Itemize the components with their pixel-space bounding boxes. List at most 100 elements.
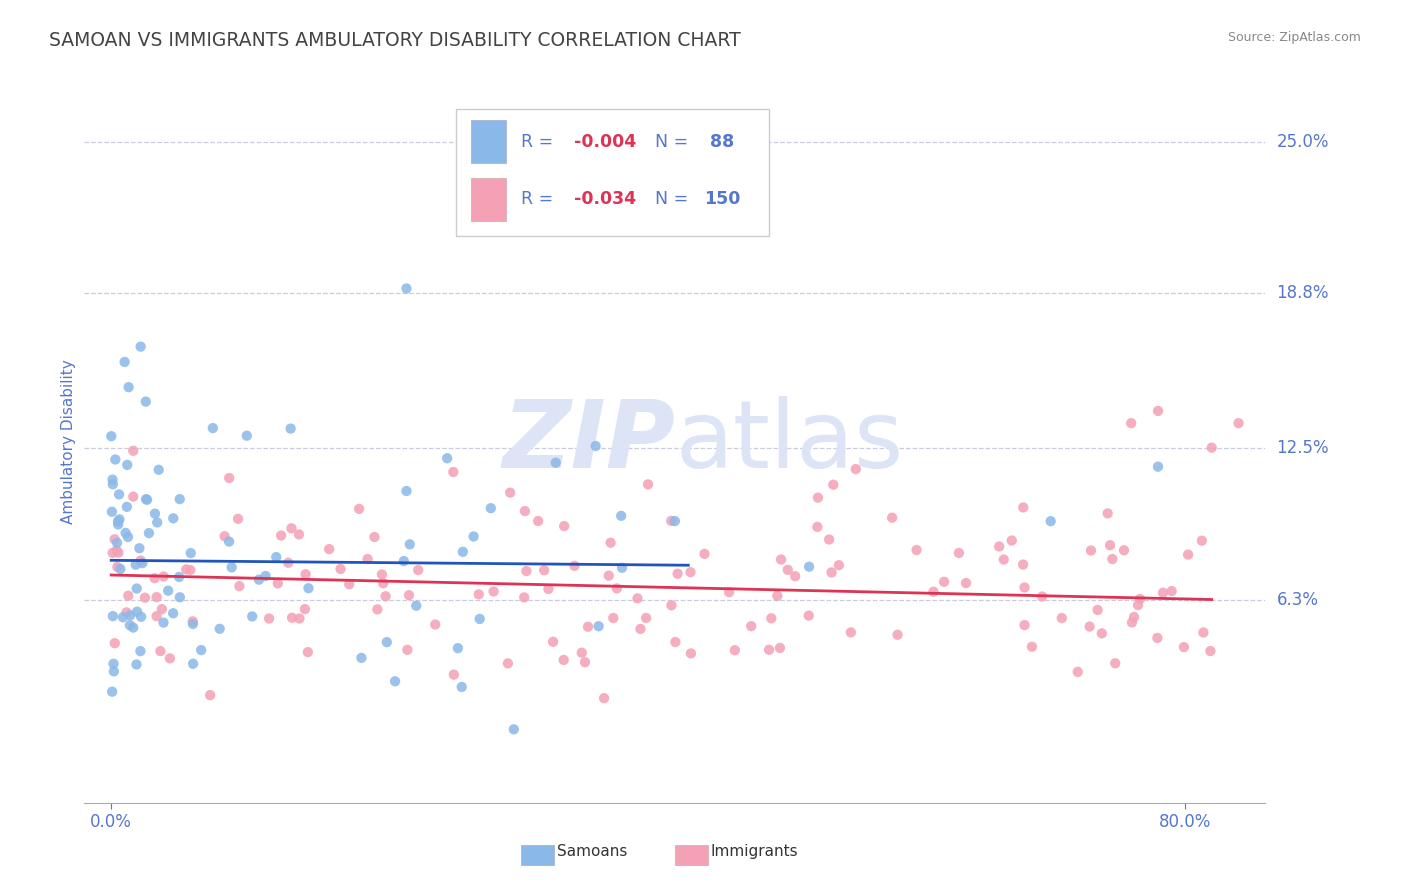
Point [515,564,537,578]
Point [679,565,702,579]
Point [135,492,157,507]
Point [129,340,152,354]
Point [630,622,652,636]
Point [797,608,820,623]
Point [463,529,485,543]
Point [886,628,908,642]
Point [820,566,842,580]
Point [129,644,152,658]
Point [149,644,172,658]
Point [114,525,136,540]
Point [482,584,505,599]
Point [226,512,249,526]
Point [637,477,659,491]
Point [1126,598,1149,612]
Point [277,556,299,570]
Point [111,610,134,624]
Point [179,563,201,577]
Point [218,471,240,485]
Point [247,573,270,587]
Point [797,559,820,574]
Point [373,576,395,591]
Point [766,589,789,603]
Point [356,552,378,566]
Point [406,563,429,577]
Point [1121,615,1143,630]
Point [593,691,616,706]
Point [145,590,167,604]
Point [922,584,945,599]
Point [436,451,458,466]
Point [107,517,129,532]
Point [468,612,491,626]
Point [1087,603,1109,617]
Point [1091,626,1114,640]
Point [384,674,406,689]
Point [101,473,124,487]
Point [955,576,977,591]
Point [599,535,621,549]
Point [574,655,596,669]
Point [136,492,159,507]
Point [785,569,807,583]
Point [828,558,851,573]
Point [122,443,145,458]
Point [110,562,132,576]
Point [169,591,191,605]
Point [201,421,224,435]
Point [128,541,150,556]
Point [127,605,149,619]
Point [664,514,686,528]
Point [114,355,136,369]
Point [167,570,190,584]
Point [395,483,418,498]
Point [807,491,830,505]
Point [146,516,169,530]
Point [1104,657,1126,671]
Point [395,281,418,295]
Text: ZIP: ZIP [502,395,675,488]
Point [347,501,370,516]
Point [1101,552,1123,566]
Point [105,536,128,550]
Text: 150: 150 [704,191,741,209]
Text: SAMOAN VS IMMIGRANTS AMBULATORY DISABILITY CORRELATION CHART: SAMOAN VS IMMIGRANTS AMBULATORY DISABILI… [49,31,741,50]
Point [159,651,181,665]
Point [571,646,593,660]
Point [588,619,610,633]
Text: 88: 88 [710,133,734,151]
Point [513,504,536,518]
Point [254,569,277,583]
Text: Source: ZipAtlas.com: Source: ZipAtlas.com [1227,31,1361,45]
Point [679,647,702,661]
Point [740,619,762,633]
Point [398,537,420,551]
Point [499,485,522,500]
Point [1192,625,1215,640]
Point [606,582,628,596]
Point [541,634,564,648]
Point [1012,558,1035,572]
Point [948,546,970,560]
Point [180,546,202,560]
Point [104,636,127,650]
Point [190,643,212,657]
Point [1152,585,1174,599]
Point [115,605,138,619]
Point [198,688,221,702]
Text: 25.0%: 25.0% [1277,133,1329,151]
Point [1021,640,1043,654]
Point [125,558,148,572]
Point [221,560,243,574]
Point [1177,548,1199,562]
Point [280,521,302,535]
Point [502,723,524,737]
Point [101,546,124,560]
Point [1147,404,1170,418]
Point [115,500,138,514]
Point [1123,610,1146,624]
Point [148,463,170,477]
Point [1173,640,1195,654]
Point [329,562,352,576]
Point [610,508,633,523]
